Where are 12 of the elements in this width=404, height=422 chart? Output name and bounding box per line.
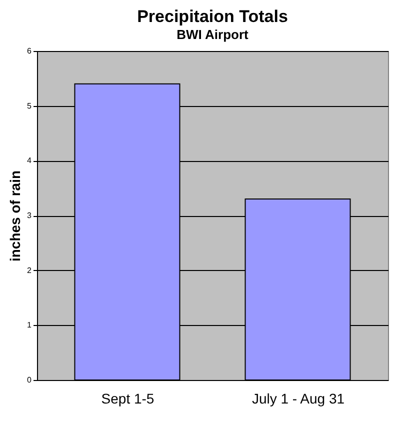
y-tick-label: 3 <box>27 211 32 220</box>
y-tick-label: 1 <box>27 320 32 330</box>
y-tick-label: 5 <box>27 101 32 110</box>
y-axis-title: inches of rain <box>7 170 24 262</box>
y-tick-label: 6 <box>27 46 32 56</box>
x-tick-label: July 1 - Aug 31 <box>252 390 345 406</box>
chart-title: Precipitaion Totals <box>137 7 288 26</box>
y-tick-label: 4 <box>27 156 32 166</box>
y-tick-label: 0 <box>27 376 32 384</box>
chart-subtitle: BWI Airport <box>176 27 250 42</box>
y-tick-label: 2 <box>27 266 32 275</box>
x-tick-label: Sept 1-5 <box>101 390 154 406</box>
